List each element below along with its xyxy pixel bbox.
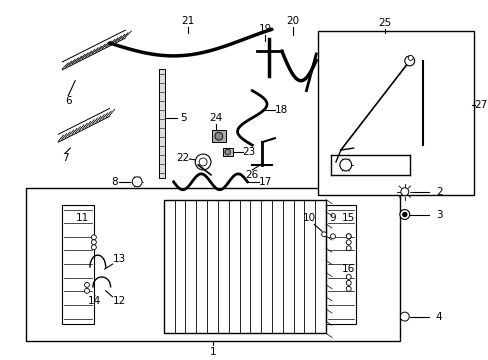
Text: 6: 6: [65, 95, 71, 105]
Bar: [163, 200, 325, 333]
Circle shape: [84, 288, 89, 293]
Circle shape: [224, 149, 230, 155]
Circle shape: [402, 212, 406, 216]
Text: 21: 21: [182, 16, 195, 26]
Circle shape: [346, 274, 350, 279]
Text: 19: 19: [258, 24, 271, 34]
Bar: [318, 31, 473, 195]
Text: 22: 22: [176, 153, 189, 163]
Circle shape: [199, 158, 206, 166]
Text: 20: 20: [285, 16, 299, 26]
Bar: [159, 69, 164, 178]
Text: 1: 1: [209, 347, 216, 357]
Circle shape: [91, 235, 96, 240]
Circle shape: [346, 280, 350, 285]
Bar: [223, 148, 232, 156]
Text: 8: 8: [111, 177, 118, 187]
Text: 18: 18: [275, 105, 288, 116]
Text: 3: 3: [435, 210, 442, 220]
Circle shape: [339, 159, 351, 171]
Bar: [211, 130, 225, 142]
Circle shape: [346, 246, 350, 251]
Circle shape: [330, 234, 335, 239]
Text: 9: 9: [329, 213, 336, 224]
Text: 5: 5: [180, 113, 186, 123]
Text: 16: 16: [342, 264, 355, 274]
Text: 4: 4: [435, 312, 442, 321]
Circle shape: [346, 240, 350, 245]
Circle shape: [400, 188, 408, 196]
Text: 17: 17: [258, 177, 271, 187]
Circle shape: [214, 132, 223, 140]
Text: 13: 13: [113, 254, 126, 264]
Text: 25: 25: [378, 18, 391, 28]
Circle shape: [400, 312, 408, 321]
Text: 26: 26: [245, 170, 258, 180]
Circle shape: [132, 177, 142, 187]
Text: 7: 7: [62, 153, 68, 163]
Text: 27: 27: [473, 100, 486, 111]
Text: 11: 11: [75, 213, 88, 224]
Circle shape: [321, 232, 326, 237]
Circle shape: [346, 234, 350, 239]
Bar: [62, 204, 94, 324]
Circle shape: [407, 55, 412, 60]
Circle shape: [404, 56, 414, 66]
Text: 15: 15: [342, 213, 355, 224]
Text: 23: 23: [242, 147, 255, 157]
Text: 14: 14: [88, 296, 102, 306]
Circle shape: [195, 154, 210, 170]
Bar: [325, 204, 355, 324]
Circle shape: [399, 210, 409, 220]
Text: 10: 10: [302, 213, 315, 224]
Circle shape: [91, 240, 96, 245]
Circle shape: [91, 245, 96, 250]
Text: 24: 24: [209, 113, 222, 123]
Text: 2: 2: [435, 187, 442, 197]
Bar: [26, 188, 399, 341]
Text: 12: 12: [113, 296, 126, 306]
Circle shape: [346, 286, 350, 291]
Circle shape: [346, 234, 350, 239]
Circle shape: [84, 282, 89, 287]
